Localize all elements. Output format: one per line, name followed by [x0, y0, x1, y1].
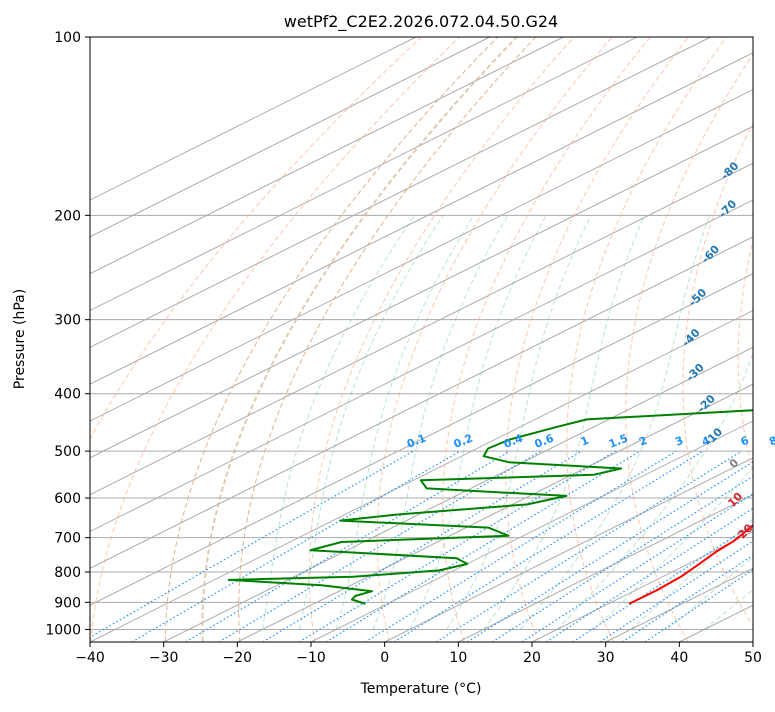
y-tick-label: 900	[54, 595, 81, 611]
moist-adiabat-line	[446, 215, 592, 630]
adiabat-boundary-line	[201, 37, 518, 642]
mixing-ratio-line	[131, 450, 461, 642]
mixing-ratio-line	[491, 475, 753, 642]
moist-adiabat-line	[704, 589, 753, 630]
adiabat-boundary-line	[164, 37, 498, 642]
isotherm-line	[384, 457, 753, 642]
x-tick-label: 30	[597, 650, 615, 666]
moist-adiabat-line	[409, 215, 547, 630]
isotherm-line	[90, 37, 417, 201]
moist-adiabat-line	[298, 215, 444, 630]
moist-adiabat-line	[593, 466, 753, 630]
y-tick-label: 800	[54, 565, 81, 581]
plot-frame	[89, 36, 754, 643]
x-tick-label: −30	[149, 650, 179, 666]
mixing-ratio-line	[364, 450, 677, 642]
mixing-ratio-line	[521, 493, 753, 642]
isotherm-line	[90, 309, 753, 642]
isotherm-line	[90, 88, 753, 422]
isotherm-line	[90, 37, 490, 238]
y-tick-label: 600	[54, 491, 81, 507]
isotherm-line	[90, 37, 711, 348]
isotherm-line	[237, 383, 753, 642]
dewpoint-profile-line	[227, 409, 753, 605]
x-tick-label: 50	[744, 650, 762, 666]
dry-adiabat-line	[376, 37, 613, 642]
x-tick-label: 40	[670, 650, 688, 666]
x-tick-label: −40	[75, 650, 105, 666]
mixing-ratio-label: 8	[767, 434, 775, 449]
adiabat-boundary-line	[238, 37, 537, 642]
isotherm-line	[90, 125, 753, 459]
moist-adiabat-line	[519, 215, 711, 630]
mixing-ratio-label: 3	[673, 434, 685, 449]
mixing-ratio-line	[325, 450, 641, 642]
y-tick-label: 200	[54, 208, 81, 224]
x-tick-label: 0	[380, 650, 389, 666]
dry-adiabat-line	[505, 37, 689, 642]
dry-adiabat-line	[308, 37, 575, 642]
moist-adiabat-line	[556, 351, 753, 630]
moist-adiabat-line	[667, 556, 753, 630]
y-tick-label: 700	[54, 531, 81, 547]
mixing-ratio-line	[436, 450, 743, 642]
y-tick-label: 500	[54, 444, 81, 460]
moist-adiabat-line	[372, 215, 509, 630]
y-axis-label: Pressure (hPa)	[12, 289, 28, 389]
isotherm-line	[90, 52, 753, 385]
y-tick-label: 300	[54, 313, 81, 329]
isotherm-line	[90, 273, 753, 606]
y-tick-label: 100	[54, 30, 81, 46]
dry-adiabat-line	[90, 37, 460, 642]
mixing-ratio-line	[393, 450, 704, 642]
moist-adiabat-line	[335, 215, 475, 630]
x-tick-label: −10	[296, 650, 326, 666]
isotherm-line	[458, 494, 753, 642]
mixing-ratio-label: 1	[579, 434, 591, 449]
isotherm-line	[90, 199, 753, 533]
x-tick-label: 20	[523, 650, 541, 666]
data-lines	[227, 409, 753, 605]
isotherm-line	[90, 236, 753, 569]
y-tick-label: 400	[54, 387, 81, 403]
x-tick-label: 10	[449, 650, 467, 666]
isotherm-line	[310, 420, 753, 642]
isotherm-line	[90, 162, 753, 496]
axes: −40 −30 −20 −10 0 10 20 30 40 50 100 200 300 400 500 60…	[45, 30, 762, 666]
isotherm-line	[90, 37, 564, 275]
mixing-ratio-line	[218, 450, 542, 642]
chart-title: wetPf2_C2E2.2026.072.04.50.G24	[284, 12, 558, 32]
x-tick-label: −20	[223, 650, 253, 666]
dry-adiabat-line	[566, 37, 727, 642]
mixing-ratio-line	[622, 554, 753, 642]
y-tick-label: 1000	[45, 622, 81, 638]
mixing-ratio-label: 2	[637, 434, 649, 449]
mixing-ratio-line	[467, 461, 753, 642]
x-axis-label: Temperature (°C)	[360, 681, 482, 697]
mixing-ratio-line	[90, 450, 414, 639]
dry-adiabat-line	[682, 121, 753, 628]
isotherm-line	[90, 37, 638, 312]
dry-adiabat-line	[442, 37, 651, 642]
